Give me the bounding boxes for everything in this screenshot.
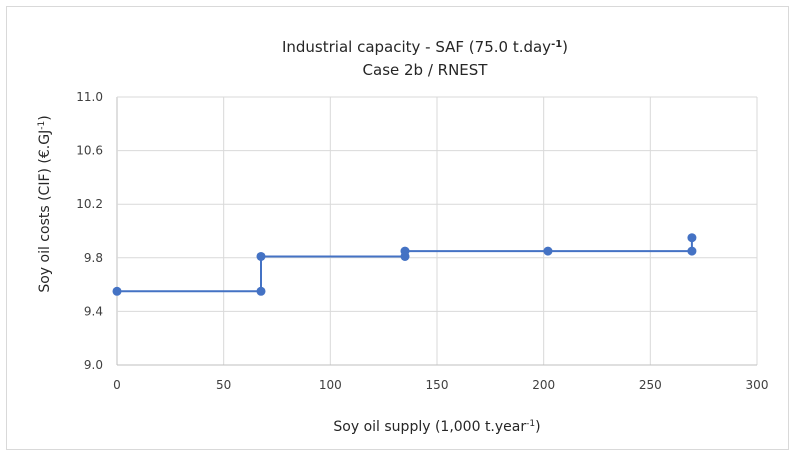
chart-frame [6,6,789,450]
x-tick-label: 150 [426,378,449,392]
x-tick-label: 100 [319,378,342,392]
series-line [117,237,693,293]
y-axis-title-sup: -1 [37,121,47,130]
x-axis-title: Soy oil supply (1,000 t.year-1) [333,419,540,435]
y-axis-title-end: ) [37,115,53,120]
data-point [687,246,697,256]
grid [116,96,758,366]
chart-title-sup: -1 [551,39,562,50]
tick-labels: 0 50 100 150 200 250 300 9.0 9.4 9.8 10.2 10.6 11.0 [76,90,768,392]
y-tick-label: 10.6 [76,144,103,158]
y-tick-label: 11.0 [76,90,103,104]
data-point [256,251,266,261]
data-point [112,286,122,296]
x-tick-label: 50 [216,378,231,392]
x-axis-title-sup: -1 [526,419,535,429]
y-tick-label: 10.2 [76,197,103,211]
data-point [256,286,266,296]
x-tick-label: 200 [532,378,555,392]
x-tick-label: 250 [639,378,662,392]
data-point [687,233,697,243]
x-tick-label: 0 [113,378,121,392]
x-axis-title-end: ) [535,419,540,435]
chart-title-end: ) [562,38,568,56]
y-axis-title: Soy oil costs (CIF) (€.GJ-1) [37,115,53,292]
y-tick-label: 9.8 [84,251,103,265]
data-point [400,246,410,256]
series [112,233,697,296]
chart-subtitle: Case 2b / RNEST [363,61,489,79]
chart-title: Industrial capacity - SAF (75.0 t.day-1) [282,38,568,56]
x-tick-label: 300 [746,378,769,392]
y-tick-label: 9.4 [84,304,103,318]
data-point [543,246,553,256]
y-tick-label: 9.0 [84,358,103,372]
